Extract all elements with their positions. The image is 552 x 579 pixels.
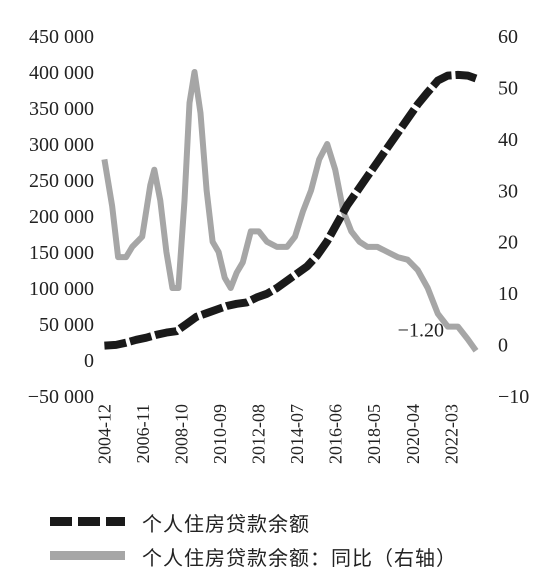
legend-item-balance: 个人住房贷款余额	[50, 505, 530, 539]
left-y-tick-label: 0	[84, 350, 94, 372]
right-y-tick-label: 40	[498, 129, 518, 151]
left-y-tick-label: 150 000	[29, 242, 94, 264]
x-tick-label: 2010-09	[210, 404, 230, 464]
right-y-tick-label: −10	[498, 386, 529, 408]
right-y-tick-label: 50	[498, 77, 518, 99]
legend-swatch-solid	[50, 551, 125, 560]
left-y-tick-label: 450 000	[29, 26, 94, 48]
series-line-yoy	[101, 69, 479, 353]
legend: 个人住房贷款余额 个人住房贷款余额：同比（右轴）	[50, 505, 530, 573]
legend-label: 个人住房贷款余额：同比（右轴）	[142, 546, 457, 570]
x-tick-label: 2006-11	[133, 404, 153, 463]
x-tick-label: 2022-03	[441, 404, 461, 464]
series-line-balance	[104, 70, 478, 350]
x-tick-label: 2018-05	[364, 404, 384, 464]
left-y-tick-label: 200 000	[29, 206, 94, 228]
left-y-tick-label: 400 000	[29, 62, 94, 84]
annotation-label: −1.20	[398, 320, 444, 342]
left-y-tick-label: −50 000	[28, 386, 94, 408]
legend-swatch-dashed	[50, 517, 125, 526]
left-y-tick-label: 100 000	[29, 278, 94, 300]
x-tick-label: 2004-12	[94, 404, 114, 464]
right-y-tick-label: 20	[498, 232, 518, 254]
right-y-tick-label: 30	[498, 180, 518, 202]
x-tick-label: 2020-04	[403, 404, 423, 464]
legend-item-yoy: 个人住房贷款余额：同比（右轴）	[50, 539, 530, 573]
legend-label: 个人住房贷款余额	[142, 512, 310, 536]
right-y-tick-label: 0	[498, 335, 508, 357]
right-y-tick-label: 10	[498, 283, 518, 305]
left-y-tick-label: 300 000	[29, 134, 94, 156]
x-tick-label: 2014-07	[287, 404, 307, 464]
left-y-tick-label: 350 000	[29, 98, 94, 120]
x-tick-label: 2008-10	[172, 404, 192, 464]
right-y-tick-label: 60	[498, 26, 518, 48]
x-tick-label: 2016-06	[326, 404, 346, 464]
left-y-tick-label: 50 000	[39, 314, 94, 336]
left-y-tick-label: 250 000	[29, 170, 94, 192]
x-tick-label: 2012-08	[249, 404, 269, 464]
